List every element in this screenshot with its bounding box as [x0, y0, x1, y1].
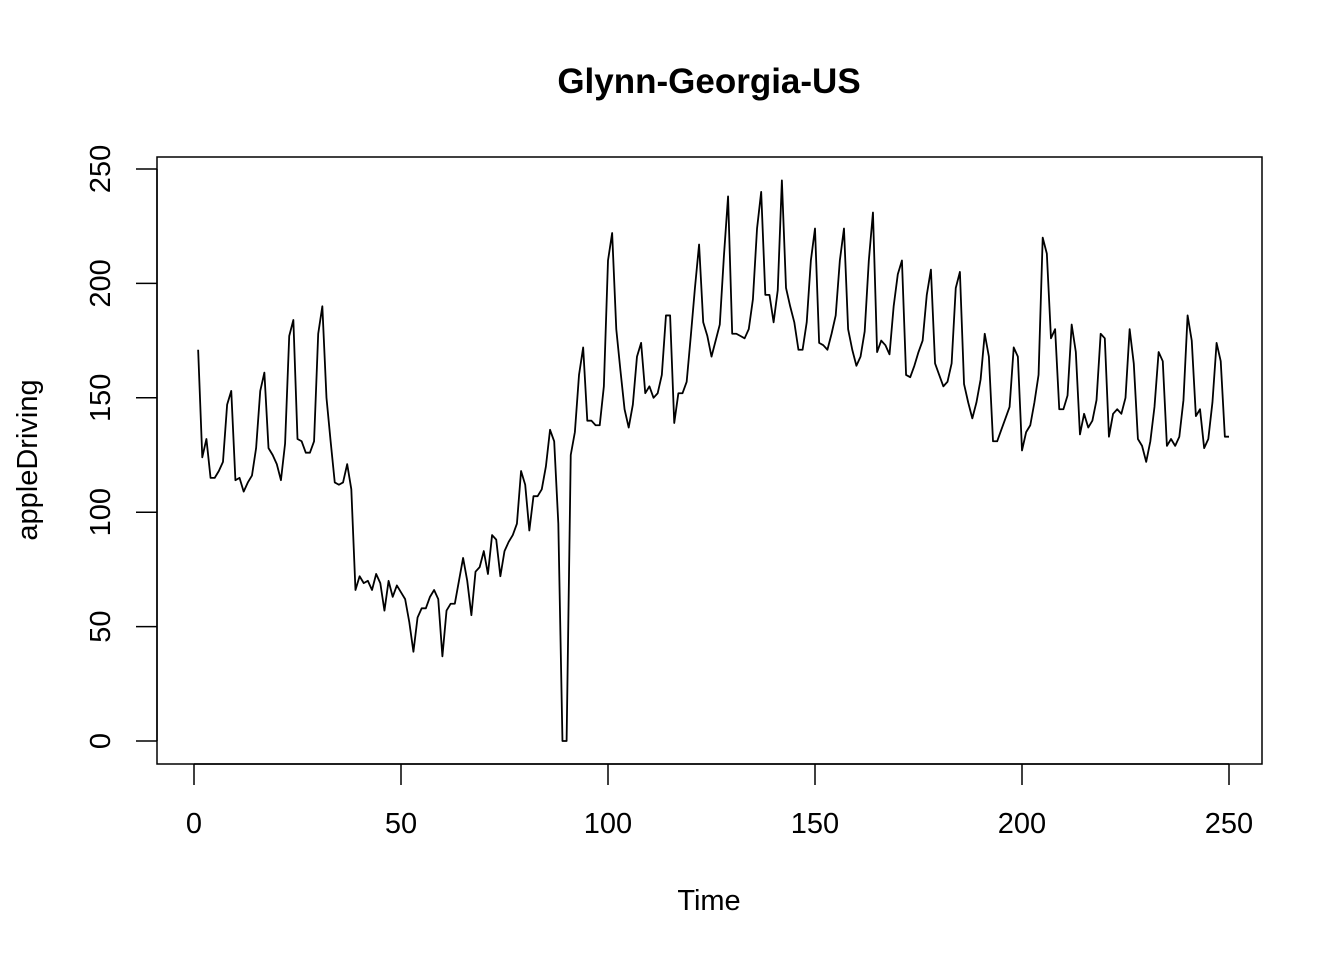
x-tick-label: 150 [791, 808, 839, 840]
x-tick-label: 50 [385, 808, 417, 840]
x-tick-label: 0 [186, 808, 202, 840]
y-tick-label: 0 [85, 733, 117, 749]
y-tick-label: 100 [85, 488, 117, 536]
x-axis: 0 50 100 150 200 250 [186, 763, 1253, 840]
series-line [197, 179, 1229, 742]
x-tick-label: 250 [1205, 808, 1253, 840]
x-tick-label: 100 [584, 808, 632, 840]
x-tick-label: 200 [998, 808, 1046, 840]
y-tick-label: 150 [85, 374, 117, 422]
x-axis-label: Time [677, 885, 740, 917]
y-tick-label: 50 [85, 610, 117, 642]
y-axis-label: appleDriving [12, 379, 44, 540]
y-tick-label: 250 [85, 145, 117, 193]
chart-title: Glynn-Georgia-US [557, 62, 860, 101]
y-tick-label: 200 [85, 259, 117, 307]
y-axis: 0 50 100 150 200 250 [85, 145, 158, 749]
plot-frame [156, 156, 1263, 765]
